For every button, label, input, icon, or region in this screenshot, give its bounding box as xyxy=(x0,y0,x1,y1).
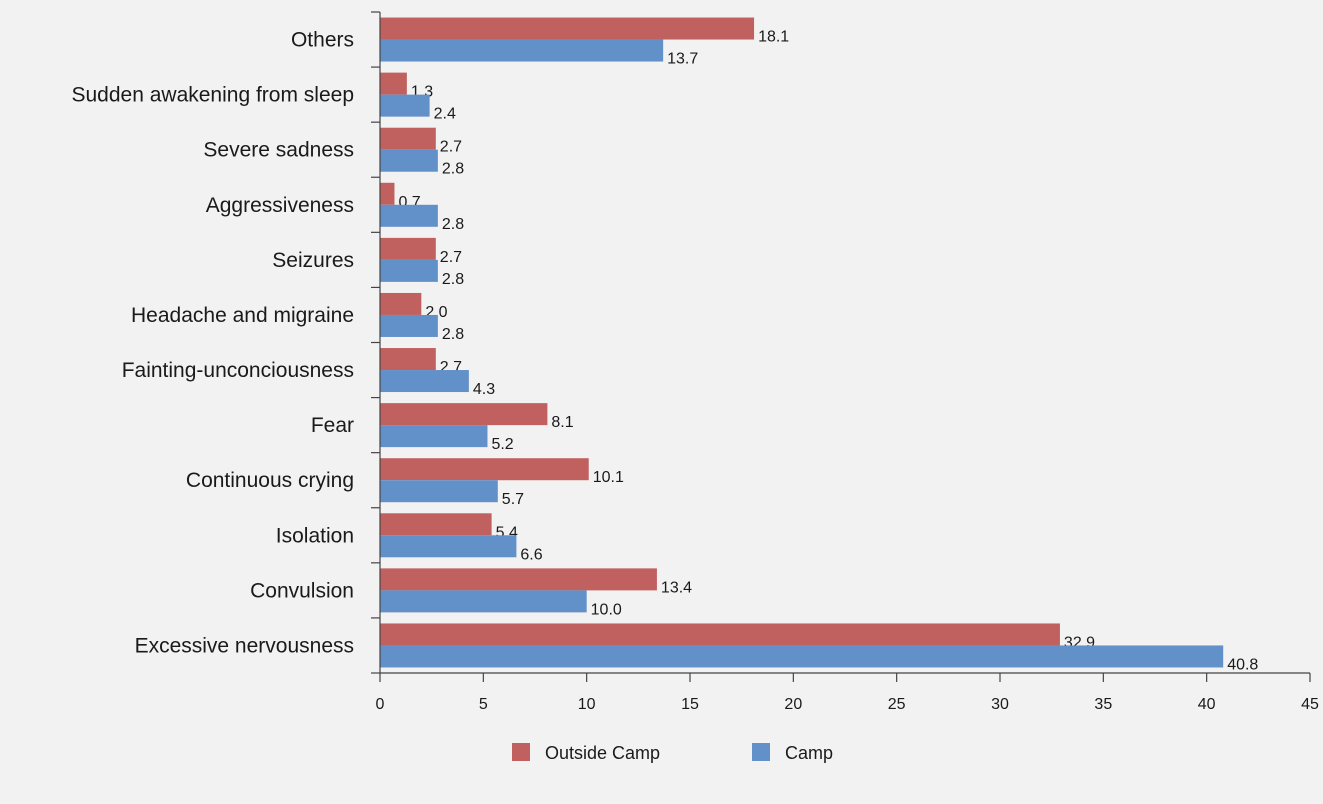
legend-swatch-outside-camp xyxy=(512,743,530,761)
category-label: Headache and migraine xyxy=(131,304,354,327)
bar-outside-camp xyxy=(380,237,436,260)
category-label: Continuous crying xyxy=(186,469,354,492)
category-label: Sudden awakening from sleep xyxy=(71,84,354,107)
bar-camp xyxy=(380,94,430,117)
legend-label: Outside Camp xyxy=(545,743,660,763)
data-label: 2.7 xyxy=(440,139,462,156)
category-label: Excessive nervousness xyxy=(135,634,354,657)
bar-camp xyxy=(380,314,438,337)
bar-outside-camp xyxy=(380,72,407,95)
category-label: Fainting-unconciousness xyxy=(122,359,354,382)
category-label: Fear xyxy=(311,414,354,437)
category-label: Convulsion xyxy=(250,579,354,602)
legend-swatch-camp xyxy=(752,743,770,761)
bar-outside-camp xyxy=(380,182,395,205)
bar-outside-camp xyxy=(380,17,755,40)
x-tick-label: 10 xyxy=(578,696,596,713)
bar-outside-camp xyxy=(380,568,657,591)
data-label: 2.7 xyxy=(440,249,462,266)
x-tick-label: 35 xyxy=(1094,696,1112,713)
data-label: 4.3 xyxy=(473,381,495,398)
data-label: 18.1 xyxy=(758,29,789,46)
data-label: 13.7 xyxy=(667,51,698,68)
data-label: 5.2 xyxy=(491,436,513,453)
x-tick-label: 5 xyxy=(479,696,488,713)
bar-outside-camp xyxy=(380,348,436,371)
category-label: Seizures xyxy=(272,249,354,272)
data-label: 6.6 xyxy=(520,546,542,563)
bar-camp xyxy=(380,645,1224,668)
data-label: 2.8 xyxy=(442,271,464,288)
bar-camp xyxy=(380,149,438,172)
bar-camp xyxy=(380,480,498,503)
data-label: 2.8 xyxy=(442,216,464,233)
data-label: 5.7 xyxy=(502,491,524,508)
category-label: Severe sadness xyxy=(203,139,354,162)
bar-outside-camp xyxy=(380,403,548,426)
category-label: Others xyxy=(291,29,354,52)
x-tick-label: 15 xyxy=(681,696,699,713)
bar-camp xyxy=(380,535,517,558)
bar-outside-camp xyxy=(380,513,492,536)
bar-camp xyxy=(380,370,469,393)
bar-outside-camp xyxy=(380,292,422,315)
bar-camp xyxy=(380,204,438,227)
data-label: 10.0 xyxy=(591,601,622,618)
category-label: Isolation xyxy=(276,524,354,547)
bar-camp xyxy=(380,590,587,613)
x-tick-label: 45 xyxy=(1301,696,1319,713)
x-tick-label: 40 xyxy=(1198,696,1216,713)
bar-camp xyxy=(380,39,664,62)
data-label: 8.1 xyxy=(551,414,573,431)
legend-label: Camp xyxy=(785,743,833,763)
bar-outside-camp xyxy=(380,127,436,150)
data-label: 40.8 xyxy=(1227,656,1258,673)
x-tick-label: 25 xyxy=(888,696,906,713)
data-label: 2.4 xyxy=(434,106,456,123)
bar-outside-camp xyxy=(380,623,1060,646)
data-label: 13.4 xyxy=(661,579,692,596)
bar-camp xyxy=(380,259,438,282)
category-label: Aggressiveness xyxy=(206,194,354,217)
data-label: 2.8 xyxy=(442,161,464,178)
data-label: 2.8 xyxy=(442,326,464,343)
data-label: 10.1 xyxy=(593,469,624,486)
bar-camp xyxy=(380,425,488,448)
x-tick-label: 0 xyxy=(376,696,385,713)
bar-outside-camp xyxy=(380,458,589,481)
x-tick-label: 20 xyxy=(784,696,802,713)
x-tick-label: 30 xyxy=(991,696,1009,713)
